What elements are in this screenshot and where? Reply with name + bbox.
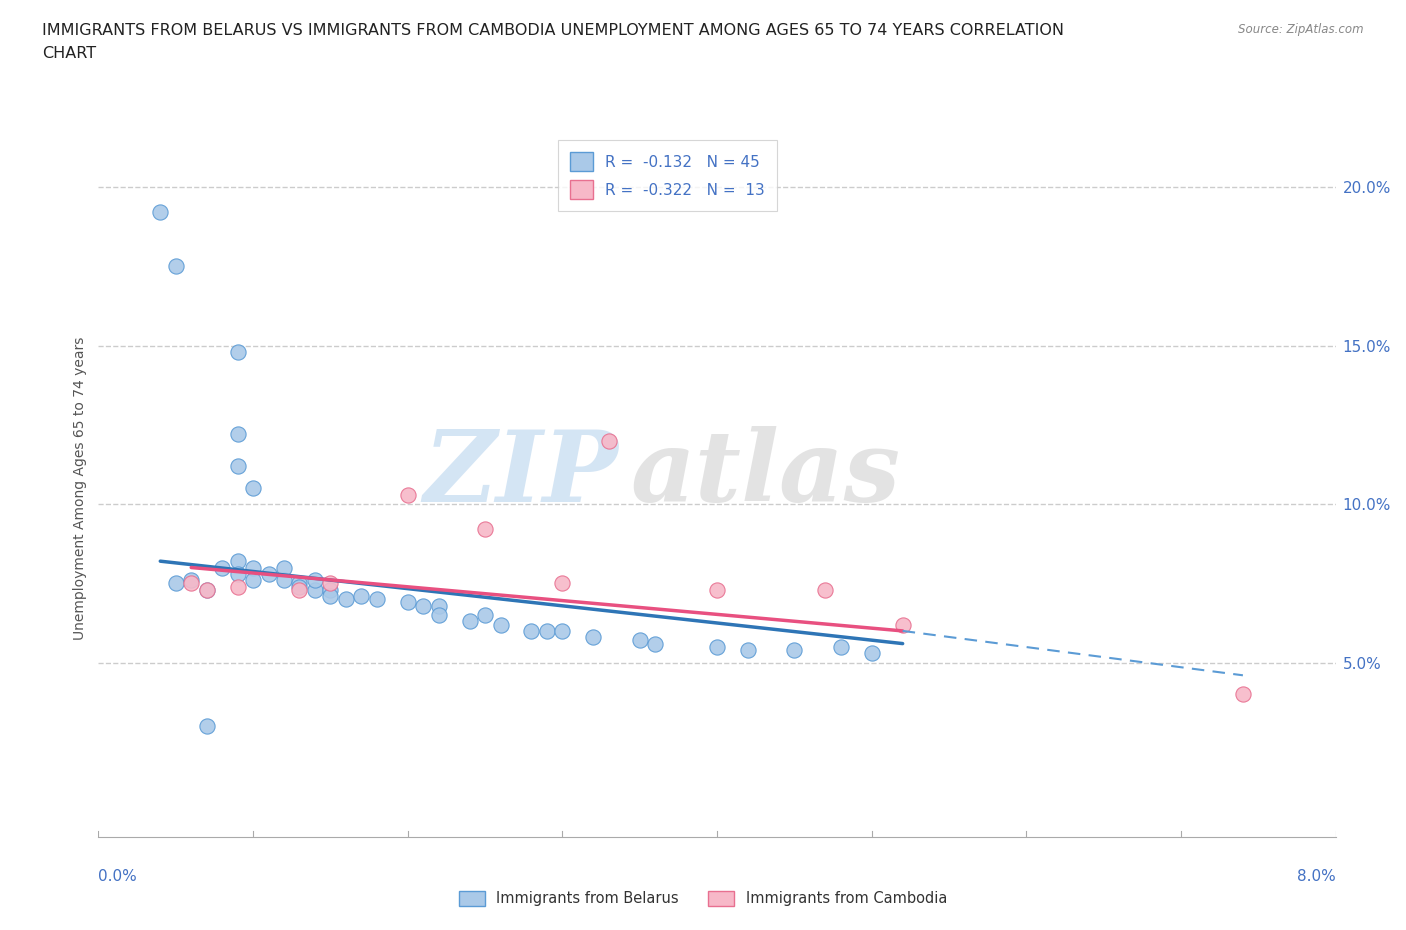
Point bbox=[1232, 687, 1254, 702]
Point bbox=[288, 579, 311, 594]
Point bbox=[242, 560, 264, 575]
Point bbox=[304, 573, 326, 588]
Point bbox=[520, 623, 543, 638]
Point bbox=[180, 576, 202, 591]
Point bbox=[242, 573, 264, 588]
Point bbox=[396, 595, 419, 610]
Point bbox=[165, 576, 187, 591]
Point bbox=[737, 643, 759, 658]
Text: IMMIGRANTS FROM BELARUS VS IMMIGRANTS FROM CAMBODIA UNEMPLOYMENT AMONG AGES 65 T: IMMIGRANTS FROM BELARUS VS IMMIGRANTS FR… bbox=[42, 23, 1064, 38]
Point bbox=[474, 522, 496, 537]
Point bbox=[288, 582, 311, 597]
Point bbox=[257, 566, 280, 581]
Point bbox=[226, 553, 249, 568]
Point bbox=[335, 591, 357, 606]
Point bbox=[598, 433, 620, 448]
Point bbox=[226, 344, 249, 359]
Text: atlas: atlas bbox=[630, 426, 900, 523]
Point bbox=[195, 582, 218, 597]
Point bbox=[195, 719, 218, 734]
Point bbox=[319, 576, 342, 591]
Point bbox=[458, 614, 481, 629]
Text: 8.0%: 8.0% bbox=[1296, 869, 1336, 883]
Point bbox=[366, 591, 388, 606]
Point bbox=[226, 579, 249, 594]
Point bbox=[319, 582, 342, 597]
Point bbox=[551, 576, 574, 591]
Point bbox=[226, 458, 249, 473]
Point bbox=[350, 589, 373, 604]
Point bbox=[180, 573, 202, 588]
Point bbox=[149, 205, 172, 219]
Point bbox=[242, 481, 264, 496]
Point bbox=[211, 560, 233, 575]
Point bbox=[412, 598, 434, 613]
Point bbox=[644, 636, 666, 651]
Point bbox=[830, 639, 852, 654]
Point bbox=[319, 589, 342, 604]
Point bbox=[273, 573, 295, 588]
Point bbox=[582, 630, 605, 644]
Legend: Immigrants from Belarus, Immigrants from Cambodia: Immigrants from Belarus, Immigrants from… bbox=[451, 884, 955, 913]
Point bbox=[783, 643, 806, 658]
Text: ZIP: ZIP bbox=[423, 426, 619, 523]
Text: CHART: CHART bbox=[42, 46, 96, 61]
Point bbox=[427, 598, 450, 613]
Point bbox=[551, 623, 574, 638]
Point bbox=[427, 607, 450, 622]
Point bbox=[273, 560, 295, 575]
Point bbox=[195, 582, 218, 597]
Point bbox=[860, 645, 883, 660]
Point bbox=[489, 618, 512, 632]
Point bbox=[891, 618, 914, 632]
Point bbox=[226, 427, 249, 442]
Point bbox=[165, 259, 187, 273]
Point bbox=[226, 566, 249, 581]
Point bbox=[536, 623, 558, 638]
Point bbox=[396, 487, 419, 502]
Point bbox=[474, 607, 496, 622]
Point bbox=[706, 639, 728, 654]
Point bbox=[706, 582, 728, 597]
Text: 0.0%: 0.0% bbox=[98, 869, 138, 883]
Point bbox=[814, 582, 837, 597]
Point bbox=[628, 633, 651, 648]
Text: Source: ZipAtlas.com: Source: ZipAtlas.com bbox=[1239, 23, 1364, 36]
Point bbox=[304, 582, 326, 597]
Point bbox=[288, 576, 311, 591]
Legend: R =  -0.132   N = 45, R =  -0.322   N =  13: R = -0.132 N = 45, R = -0.322 N = 13 bbox=[558, 140, 778, 211]
Y-axis label: Unemployment Among Ages 65 to 74 years: Unemployment Among Ages 65 to 74 years bbox=[73, 337, 87, 640]
